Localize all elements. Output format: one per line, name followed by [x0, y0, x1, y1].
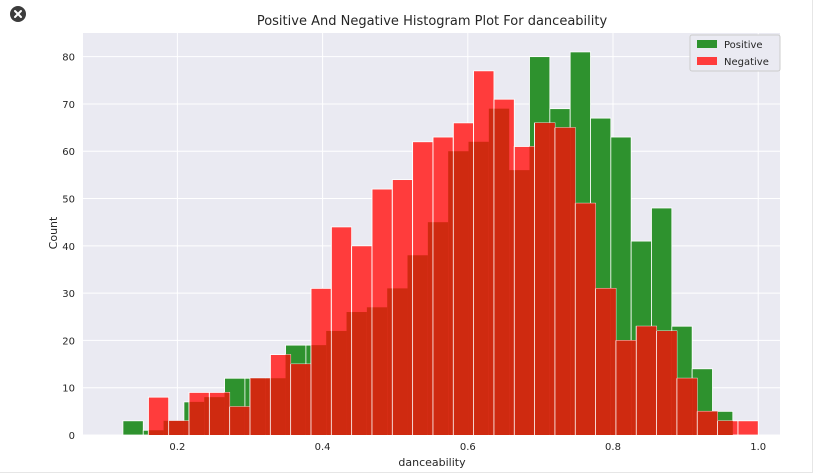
legend-swatch-positive [697, 40, 717, 48]
x-tick-label: 0.4 [315, 442, 331, 453]
bar-overlap [712, 411, 718, 435]
bar-overlap [488, 108, 494, 435]
bar-overlap [249, 378, 266, 435]
y-tick-label: 30 [62, 289, 75, 300]
y-axis-label: Count [47, 216, 60, 249]
legend-label-negative: Negative [724, 57, 769, 68]
bar-overlap [671, 330, 677, 435]
bar-overlap [351, 312, 367, 435]
bar-overlap [717, 420, 733, 435]
y-tick-label: 80 [62, 53, 75, 64]
y-tick-label: 60 [62, 147, 75, 158]
bar-negative [737, 420, 759, 436]
bar-overlap [331, 330, 347, 435]
bar-overlap [209, 397, 225, 435]
bar-overlap [651, 326, 657, 435]
bar-overlap [189, 401, 205, 435]
bar-overlap [570, 127, 576, 436]
bar-overlap [387, 288, 393, 435]
bar-overlap [305, 364, 311, 435]
bar-overlap [468, 141, 474, 435]
bar-overlap [148, 430, 164, 435]
bar-overlap [229, 406, 245, 435]
bar-overlap [371, 307, 388, 435]
chart-title: Positive And Negative Histogram Plot For… [257, 14, 608, 29]
bar-overlap [676, 378, 693, 435]
bar-overlap [224, 392, 230, 435]
bar-positive [122, 420, 144, 436]
legend: Positive Negative [689, 34, 781, 72]
y-tick-label: 50 [62, 195, 75, 206]
bar-overlap [412, 255, 428, 435]
bar-overlap [575, 203, 591, 435]
bar-overlap [163, 420, 169, 435]
bar-overlap [514, 170, 530, 435]
bar-overlap [427, 222, 433, 435]
bar-overlap [204, 397, 210, 435]
y-tick-label: 0 [69, 431, 75, 442]
bar-overlap [183, 420, 190, 435]
x-tick-label: 0.2 [169, 442, 185, 453]
bar-overlap [692, 378, 698, 435]
bar-overlap [453, 151, 469, 435]
x-axis-label: danceability [398, 456, 466, 469]
bar-overlap [407, 255, 413, 435]
y-tick-label: 20 [62, 336, 75, 347]
bar-overlap [285, 354, 291, 435]
bar-overlap [346, 312, 352, 435]
bar-overlap [290, 364, 306, 435]
bar-overlap [697, 411, 713, 435]
bar-overlap [448, 151, 454, 435]
bar-overlap [509, 170, 515, 435]
bar-overlap [631, 340, 637, 435]
bar-overlap [168, 420, 184, 435]
bar-overlap [310, 345, 327, 435]
bar-overlap [534, 122, 550, 435]
tick-labels: 0 10 20 30 40 50 60 70 80 0.2 0.4 0.6 0.8 1.0 [62, 53, 766, 453]
bar-overlap [244, 406, 250, 435]
bar-overlap [590, 203, 596, 435]
bar-overlap [610, 288, 616, 435]
bar-overlap [656, 330, 672, 435]
bar-overlap [529, 146, 535, 435]
bar-overlap [392, 288, 408, 435]
y-tick-label: 10 [62, 384, 75, 395]
bar-overlap [549, 122, 555, 435]
bar-overlap [270, 378, 286, 435]
bar-overlap [493, 108, 510, 435]
bar-overlap [432, 222, 449, 435]
bar-overlap [326, 330, 332, 435]
bars-layer [122, 51, 759, 436]
x-tick-label: 1.0 [750, 442, 766, 453]
x-tick-label: 0.8 [605, 442, 621, 453]
y-tick-label: 40 [62, 242, 75, 253]
bar-overlap [265, 378, 271, 435]
bar-overlap [615, 340, 632, 435]
bar-overlap [595, 288, 611, 435]
y-tick-label: 70 [62, 100, 75, 111]
close-icon[interactable] [10, 6, 26, 22]
legend-label-positive: Positive [724, 40, 763, 51]
bar-overlap [366, 307, 372, 435]
x-tick-label: 0.6 [460, 442, 476, 453]
legend-swatch-negative [697, 57, 717, 65]
bar-overlap [473, 141, 489, 435]
bar-overlap [636, 326, 652, 435]
bar-overlap [554, 127, 571, 436]
